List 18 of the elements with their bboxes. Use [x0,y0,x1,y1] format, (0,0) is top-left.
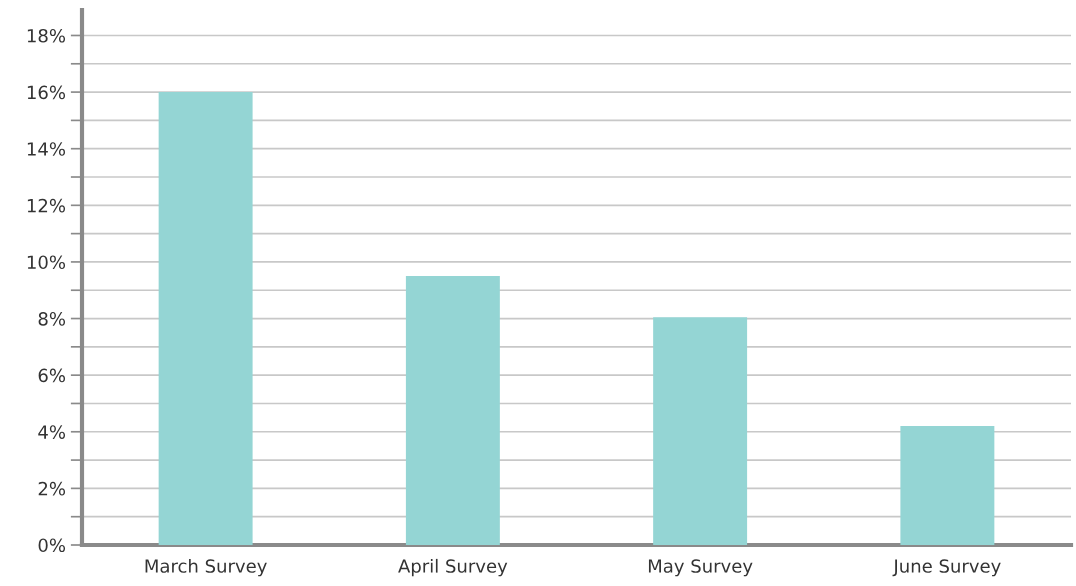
x-tick-label: June Survey [892,559,1001,577]
y-tick-label: 18% [27,28,66,43]
y-tick-label: 12% [27,198,66,213]
y-tick-label: 10% [27,255,66,270]
x-tick-label: May Survey [648,559,753,577]
bar [900,426,995,545]
y-tick-label: 2% [38,481,66,496]
bar [158,92,253,545]
x-tick-label: March Survey [145,558,267,577]
bar [653,317,748,545]
y-tick-label: 6% [38,368,66,383]
y-tick-label: 0% [38,538,66,553]
y-tick-label: 16% [27,85,66,100]
bar [405,276,500,545]
y-tick-label: 14% [27,142,66,156]
y-tick-label: 8% [38,312,66,326]
y-tick-label: 4% [38,425,66,439]
x-tick-label: April Survey [398,558,508,577]
